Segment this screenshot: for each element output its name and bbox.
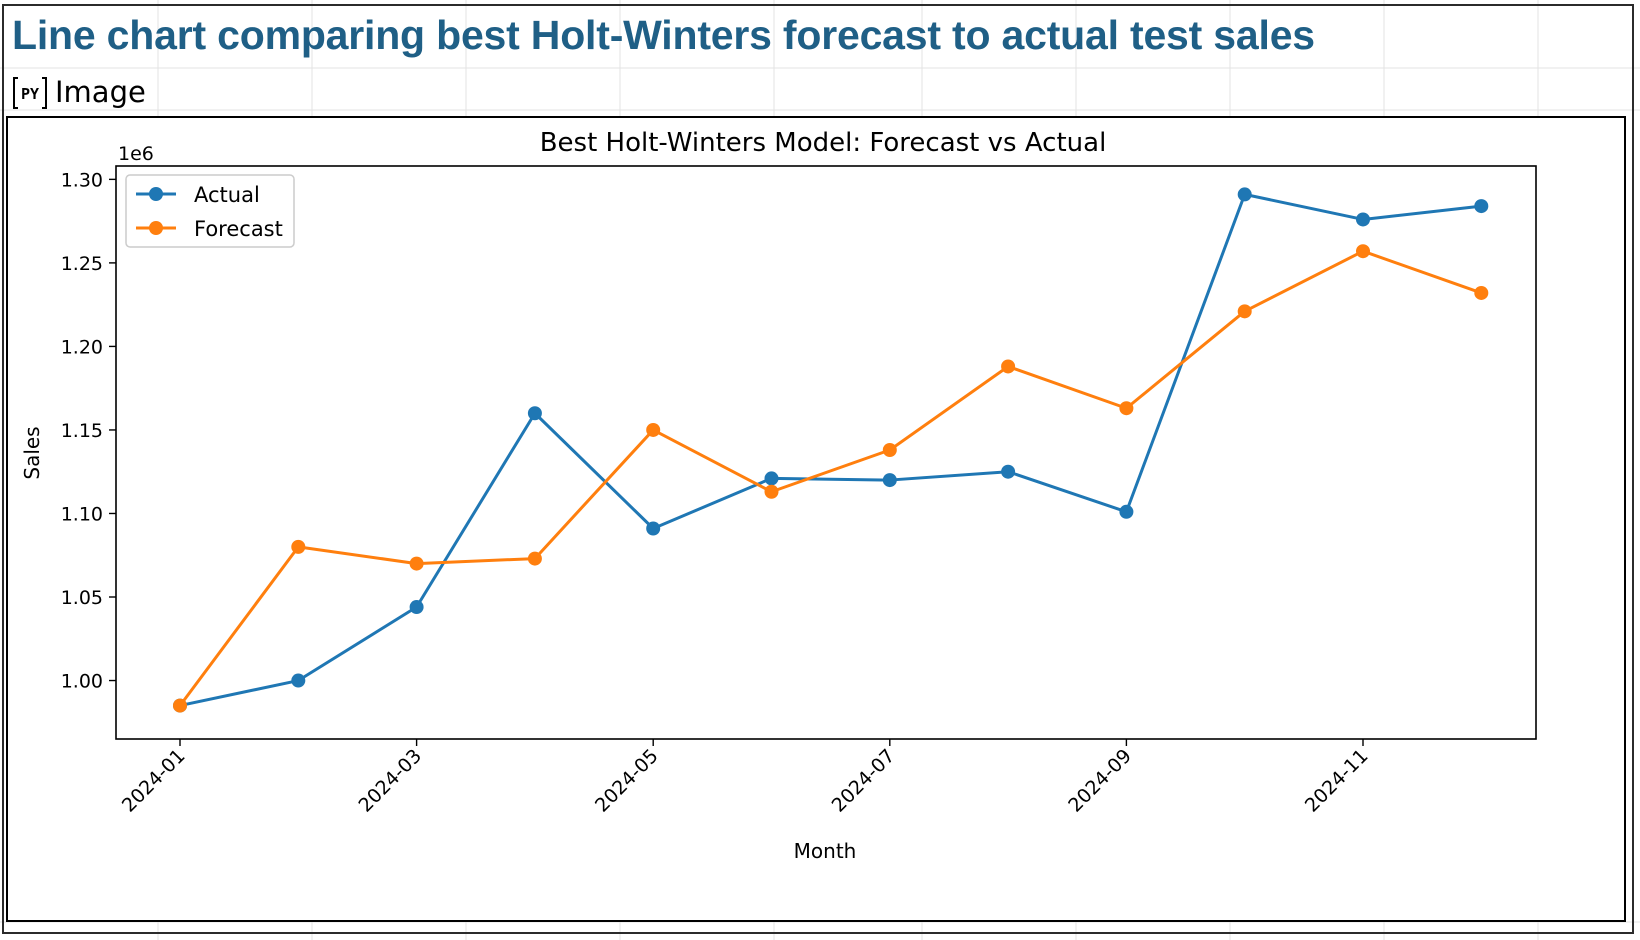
data-point-actual	[646, 521, 661, 536]
data-point-actual	[1474, 199, 1489, 214]
x-tick-label: 2024-05	[591, 745, 663, 817]
y-tick-label: 1.30	[61, 169, 103, 191]
y-tick-label: 1.10	[61, 503, 103, 525]
data-point-actual	[527, 406, 542, 421]
legend-label-forecast: Forecast	[194, 217, 283, 241]
image-type-label: Image	[55, 75, 146, 109]
data-point-forecast	[1474, 285, 1489, 300]
legend: Actual Forecast	[125, 174, 295, 248]
x-tick-label: 2024-09	[1064, 745, 1136, 817]
data-point-forecast	[1119, 401, 1134, 416]
y-tick-label: 1.05	[61, 587, 103, 609]
x-tick-label: 2024-11	[1301, 745, 1373, 817]
data-point-forecast	[882, 442, 897, 457]
x-axis-label: Month	[794, 839, 857, 863]
data-point-forecast	[646, 422, 661, 437]
data-point-actual	[409, 600, 424, 615]
python-cell-icon[interactable]: PY	[12, 76, 48, 110]
data-point-forecast	[527, 551, 542, 566]
data-point-actual	[1119, 504, 1134, 519]
data-point-forecast	[1001, 359, 1016, 374]
data-point-actual	[764, 471, 779, 486]
data-point-forecast	[173, 698, 187, 713]
chart-frame[interactable]: Best Holt-Winters Model: Forecast vs Act…	[6, 116, 1626, 922]
plot-area	[115, 165, 1537, 740]
y-offset-text: 1e6	[118, 143, 154, 165]
line-chart: Best Holt-Winters Model: Forecast vs Act…	[20, 128, 1537, 863]
series-line-actual	[179, 192, 1482, 708]
series-line-forecast	[178, 249, 1482, 707]
y-tick-label: 1.00	[61, 671, 103, 693]
page-title: Line chart comparing best Holt-Winters f…	[12, 12, 1315, 58]
y-tick-label: 1.15	[61, 420, 103, 442]
data-point-forecast	[1356, 244, 1370, 259]
data-point-actual	[1001, 464, 1016, 479]
series-layer	[173, 187, 1489, 713]
data-point-forecast	[409, 556, 424, 571]
python-badge-text: PY	[21, 85, 39, 103]
data-point-actual	[291, 673, 306, 688]
data-point-actual	[1356, 212, 1370, 227]
y-axis: 1.00 1.05 1.10 1.15 1.20 1.25 1.30	[61, 169, 116, 693]
legend-label-actual: Actual	[194, 183, 260, 207]
data-point-actual	[882, 473, 897, 488]
x-tick-label: 2024-01	[118, 745, 190, 817]
data-point-actual	[1237, 187, 1252, 202]
data-point-forecast	[764, 484, 779, 499]
legend-marker-forecast	[149, 221, 163, 235]
legend-marker-actual	[149, 187, 163, 201]
y-tick-label: 1.25	[61, 253, 103, 275]
y-axis-label: Sales	[20, 426, 44, 479]
y-tick-label: 1.20	[61, 336, 103, 358]
data-point-forecast	[1237, 304, 1252, 319]
x-tick-label: 2024-07	[828, 745, 900, 817]
x-tick-label: 2024-03	[354, 745, 426, 817]
data-point-forecast	[291, 539, 306, 554]
sheet-border	[2, 4, 1634, 934]
x-axis: 2024-01 2024-03 2024-05 2024-07 2024-09 2024-…	[118, 739, 1373, 817]
chart-title: Best Holt-Winters Model: Forecast vs Act…	[540, 128, 1107, 158]
